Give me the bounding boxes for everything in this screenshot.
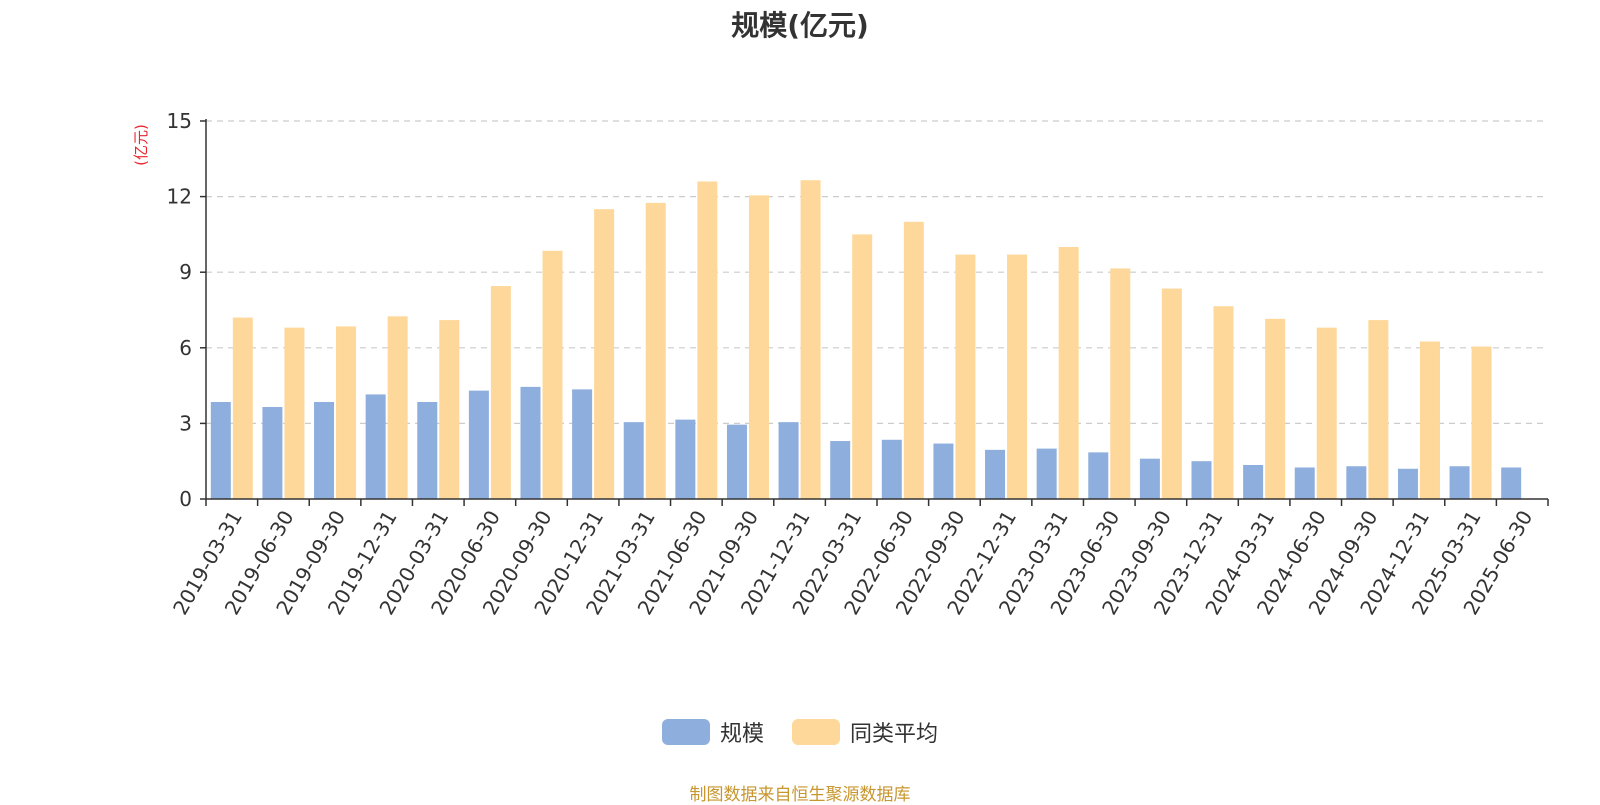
bar-peer-average[interactable] bbox=[1161, 288, 1182, 499]
y-tick-label: 3 bbox=[179, 411, 192, 435]
y-tick-label: 12 bbox=[167, 185, 192, 209]
bar-scale[interactable] bbox=[262, 407, 283, 499]
legend-item-peer-average[interactable]: 同类平均 bbox=[792, 716, 938, 748]
bar-scale[interactable] bbox=[417, 401, 438, 499]
bar-scale[interactable] bbox=[314, 401, 335, 499]
y-axis-label: (亿元) bbox=[132, 124, 150, 166]
bar-peer-average[interactable] bbox=[1471, 346, 1492, 499]
bar-scale[interactable] bbox=[1036, 448, 1057, 499]
bar-scale[interactable] bbox=[1243, 464, 1264, 499]
y-tick-label: 6 bbox=[179, 336, 192, 360]
bar-peer-average[interactable] bbox=[1265, 318, 1286, 499]
bar-scale[interactable] bbox=[1294, 467, 1315, 500]
y-tick-label: 15 bbox=[167, 109, 192, 133]
bar-peer-average[interactable] bbox=[594, 209, 615, 499]
bar-scale[interactable] bbox=[1397, 468, 1418, 499]
bar-peer-average[interactable] bbox=[1419, 341, 1440, 500]
legend-label-peer-average: 同类平均 bbox=[850, 722, 939, 747]
bar-peer-average[interactable] bbox=[439, 320, 460, 499]
bar-peer-average[interactable] bbox=[1007, 254, 1028, 499]
bar-peer-average[interactable] bbox=[232, 317, 253, 499]
bar-scale[interactable] bbox=[1501, 467, 1522, 500]
legend-swatch-scale bbox=[661, 719, 710, 745]
y-tick-label: 0 bbox=[179, 487, 192, 511]
bar-scale[interactable] bbox=[572, 389, 593, 499]
bar-peer-average[interactable] bbox=[284, 327, 305, 499]
bar-marks bbox=[210, 180, 1522, 500]
bar-peer-average[interactable] bbox=[1058, 247, 1079, 499]
bar-peer-average[interactable] bbox=[387, 316, 408, 499]
legend-label-scale: 规模 bbox=[719, 722, 764, 747]
bar-peer-average[interactable] bbox=[955, 254, 976, 499]
bar-scale[interactable] bbox=[210, 401, 231, 499]
bar-peer-average[interactable] bbox=[1368, 320, 1389, 499]
bar-scale[interactable] bbox=[830, 441, 851, 499]
bar-peer-average[interactable] bbox=[852, 234, 873, 499]
bar-peer-average[interactable] bbox=[1316, 327, 1337, 499]
legend: 规模 同类平均 bbox=[0, 716, 1600, 748]
bar-scale[interactable] bbox=[933, 443, 954, 499]
legend-item-scale[interactable]: 规模 bbox=[661, 716, 764, 748]
bar-peer-average[interactable] bbox=[748, 195, 769, 499]
bar-peer-average[interactable] bbox=[1110, 268, 1131, 499]
bar-scale[interactable] bbox=[1139, 458, 1160, 499]
bar-scale[interactable] bbox=[778, 422, 799, 499]
bar-scale[interactable] bbox=[675, 419, 696, 499]
bar-scale[interactable] bbox=[520, 386, 541, 499]
bar-scale[interactable] bbox=[1088, 452, 1109, 499]
source-note: 制图数据来自恒生聚源数据库 bbox=[689, 785, 911, 805]
bar-peer-average[interactable] bbox=[903, 221, 924, 500]
bar-scale[interactable] bbox=[985, 449, 1006, 499]
bar-scale[interactable] bbox=[623, 422, 644, 499]
bar-peer-average[interactable] bbox=[645, 202, 666, 499]
bar-scale[interactable] bbox=[881, 439, 902, 499]
bar-scale[interactable] bbox=[726, 424, 747, 499]
bar-peer-average[interactable] bbox=[542, 250, 563, 499]
bar-peer-average[interactable] bbox=[490, 286, 511, 499]
bar-scale[interactable] bbox=[1191, 461, 1212, 499]
bar-peer-average[interactable] bbox=[336, 326, 357, 499]
bar-scale[interactable] bbox=[1346, 466, 1367, 499]
bar-scale[interactable] bbox=[365, 394, 386, 499]
bar-scale[interactable] bbox=[1449, 466, 1470, 499]
chart-title: 规模(亿元) bbox=[731, 9, 869, 42]
bar-peer-average[interactable] bbox=[1213, 306, 1234, 499]
y-tick-label: 9 bbox=[179, 260, 192, 284]
bar-peer-average[interactable] bbox=[800, 180, 821, 499]
legend-swatch-peer-average bbox=[792, 719, 840, 745]
bar-peer-average[interactable] bbox=[697, 181, 718, 500]
bar-scale[interactable] bbox=[468, 390, 489, 499]
